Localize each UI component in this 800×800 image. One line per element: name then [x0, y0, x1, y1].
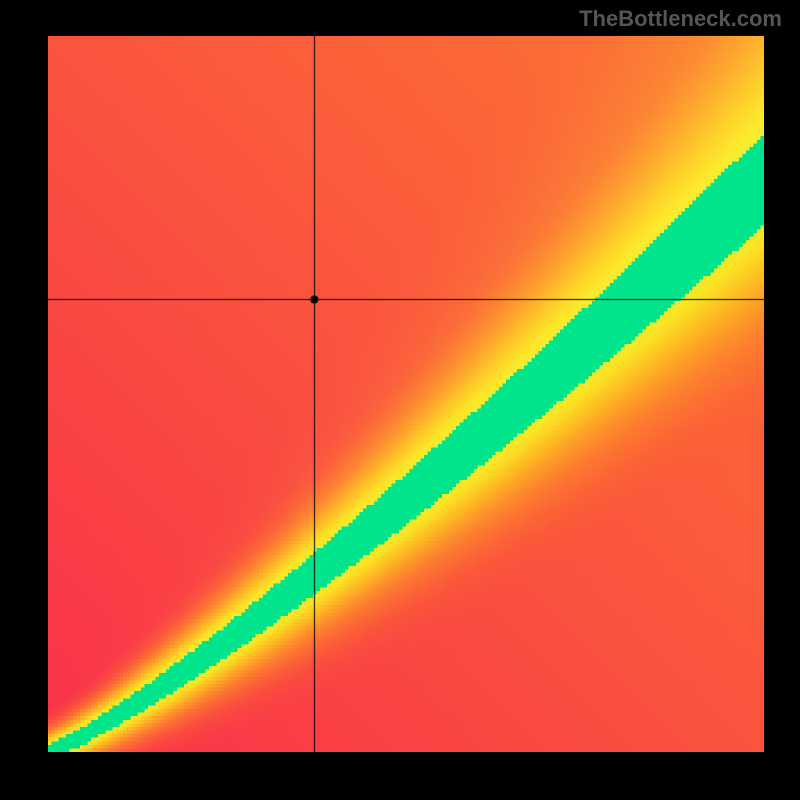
plot-area: [48, 36, 764, 752]
chart-container: TheBottleneck.com: [0, 0, 800, 800]
watermark-text: TheBottleneck.com: [579, 6, 782, 32]
crosshair-overlay: [48, 36, 764, 752]
